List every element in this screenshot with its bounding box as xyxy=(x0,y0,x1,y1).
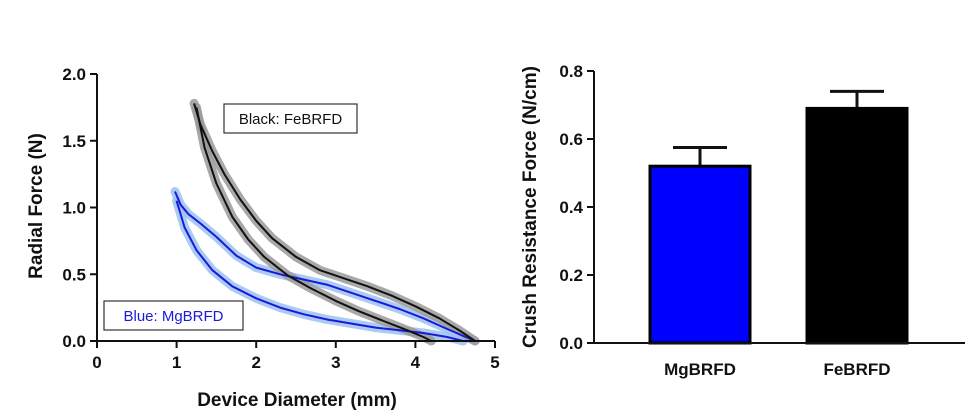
legend-entry-1: Blue: MgBRFD xyxy=(103,300,244,331)
line-chart-y-axis-title: Radial Force (N) xyxy=(26,133,47,279)
line-chart-x-tick-label: 5 xyxy=(490,353,499,372)
radial-force-chart: 0.0 0.5 1.0 1.5 2.0 0 1 2 3 4 5 Black: FeBRFD Blue:… xyxy=(26,65,500,411)
line-chart-x-tick-label: 4 xyxy=(411,353,421,372)
legend-box xyxy=(103,300,244,331)
line-chart-y-tick-label: 0.5 xyxy=(62,265,86,284)
line-chart-axes: 0.0 0.5 1.0 1.5 2.0 0 1 2 3 4 5 xyxy=(62,65,499,372)
line-chart-x-tick-label: 3 xyxy=(331,353,340,372)
bar-chart-y-axis-title: Crush Resistance Force (N/cm) xyxy=(520,66,541,348)
line-chart-legend: Black: FeBRFD Blue: MgBRFD xyxy=(103,103,358,331)
bar-MgBRFD: MgBRFD xyxy=(648,146,752,379)
legend-entry-0: Black: FeBRFD xyxy=(223,103,358,134)
bar-rect xyxy=(805,106,909,345)
line-chart-y-tick-label: 1.0 xyxy=(62,199,86,218)
series-0-line-1 xyxy=(195,107,432,342)
line-series-group xyxy=(174,103,476,342)
crush-resistance-chart: MgBRFD FeBRFD 0.0 0.2 0.4 0.6 0.8 Crush Resis… xyxy=(520,62,965,379)
line-chart-y-tick-label: 0.0 xyxy=(62,332,86,351)
bar-chart-y-tick-label: 0.0 xyxy=(559,334,583,353)
line-chart-x-tick-label: 2 xyxy=(251,353,260,372)
legend-label: Blue: MgBRFD xyxy=(123,308,223,325)
bar-series-group: MgBRFD FeBRFD xyxy=(648,89,909,379)
legend-box xyxy=(223,103,358,134)
series-0-line-0 xyxy=(193,103,476,342)
line-chart-x-axis-title: Device Diameter (mm) xyxy=(197,390,397,411)
bar-rect xyxy=(648,164,752,345)
line-chart-y-tick-label: 1.5 xyxy=(62,132,86,151)
line-chart-x-tick-label: 1 xyxy=(172,353,181,372)
bar-chart-axes: 0.0 0.2 0.4 0.6 0.8 xyxy=(559,62,965,353)
bar-chart-y-tick-label: 0.6 xyxy=(559,130,583,149)
bar-chart-y-tick-label: 0.4 xyxy=(559,198,583,217)
bar-category-label: MgBRFD xyxy=(664,360,736,379)
bar-chart-y-tick-label: 0.8 xyxy=(559,62,583,81)
bar-FeBRFD: FeBRFD xyxy=(805,89,909,379)
line-chart-y-tick-label: 2.0 xyxy=(62,65,86,84)
bar-chart-y-tick-label: 0.2 xyxy=(559,266,583,285)
bar-category-label: FeBRFD xyxy=(823,360,890,379)
legend-label: Black: FeBRFD xyxy=(239,111,343,128)
line-chart-x-tick-label: 0 xyxy=(92,353,101,372)
series-1-line-1 xyxy=(175,200,464,342)
